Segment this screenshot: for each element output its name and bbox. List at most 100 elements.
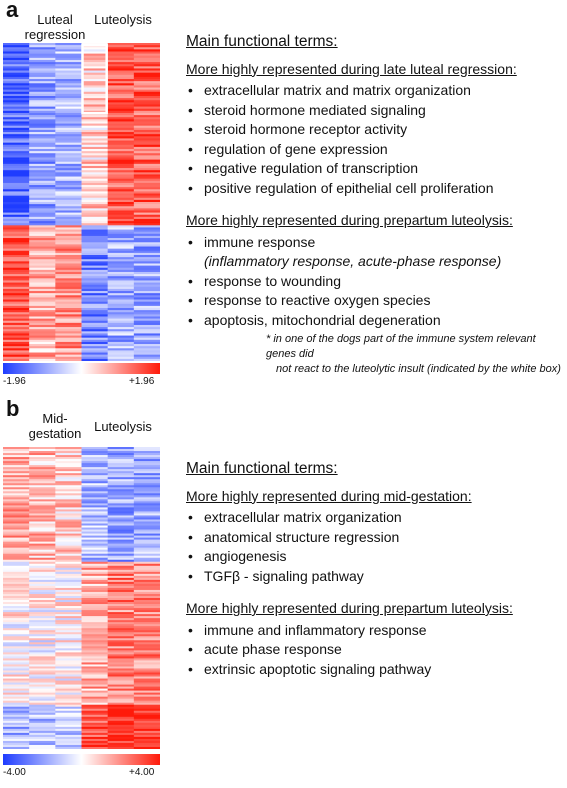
heatmap-cell	[107, 595, 135, 599]
heatmap-cell	[81, 115, 108, 118]
heatmap-cell	[55, 622, 82, 625]
heatmap-cell	[3, 740, 30, 744]
heatmap-cell	[29, 350, 56, 353]
heatmap-cell	[55, 563, 82, 567]
heatmap-cell	[107, 335, 135, 338]
heatmap-cell	[133, 491, 160, 494]
heatmap-cell	[55, 161, 82, 165]
heatmap-cell	[81, 250, 108, 254]
heatmap-cell	[81, 573, 108, 577]
heatmap-cell	[3, 489, 30, 492]
heatmap-cell	[81, 182, 108, 186]
heatmap-cell	[55, 545, 82, 548]
heatmap-cell	[55, 195, 82, 199]
heatmap-cell	[133, 447, 160, 450]
heatmap-cell	[3, 70, 30, 73]
heatmap-cell	[107, 295, 135, 298]
heatmap-cell	[29, 308, 56, 311]
heatmap-cell	[107, 539, 135, 542]
heatmap-cell	[81, 291, 108, 294]
heatmap-cell	[133, 555, 160, 559]
heatmap-cell	[81, 718, 108, 722]
heatmap-cell	[133, 115, 160, 118]
heatmap-cell	[133, 252, 160, 256]
heatmap-cell	[3, 744, 30, 748]
heatmap-cell	[81, 732, 108, 736]
heatmap-cell	[107, 159, 135, 163]
heatmap-cell	[107, 614, 135, 617]
heatmap-cell	[55, 519, 82, 522]
heatmap-cell	[81, 624, 108, 627]
heatmap-cell	[133, 297, 160, 300]
heatmap-cell	[133, 112, 160, 116]
heatmap-cell	[81, 274, 108, 277]
heatmap-cell	[81, 64, 108, 67]
heatmap-cell	[133, 732, 160, 736]
heatmap-cell	[81, 545, 108, 548]
heatmap-cell	[133, 157, 160, 160]
heatmap-cell	[29, 535, 56, 538]
heatmap-cell	[3, 616, 30, 619]
heatmap-cell	[107, 100, 135, 103]
heatmap-cell	[81, 132, 108, 135]
heatmap-cell	[55, 108, 82, 112]
heatmap-cell	[133, 286, 160, 290]
heatmap-cell	[29, 87, 56, 90]
heatmap-cell	[3, 265, 30, 269]
heatmap-cell	[29, 55, 56, 59]
heatmap-cell	[133, 278, 160, 281]
heatmap-cell	[29, 507, 56, 510]
heatmap-cell	[133, 742, 160, 746]
heatmap-cell	[3, 257, 30, 260]
heatmap-cell	[133, 280, 160, 283]
heatmap-cell	[107, 354, 135, 358]
term-item: TGFβ - signaling pathway	[186, 567, 561, 587]
heatmap-cell	[81, 485, 108, 488]
heatmap-cell	[55, 736, 82, 740]
heatmap-cell	[107, 620, 135, 623]
heatmap-cell	[29, 231, 56, 235]
heatmap-cell	[107, 64, 135, 67]
heatmap-cell	[55, 447, 82, 450]
heatmap-cell	[133, 680, 160, 683]
heatmap-cell	[133, 628, 160, 631]
heatmap-cell	[55, 180, 82, 184]
heatmap-cell	[107, 327, 135, 330]
heatmap-cell	[29, 481, 56, 484]
heatmap-cell	[55, 157, 82, 160]
heatmap-cell	[3, 312, 30, 315]
heatmap-cell	[3, 146, 30, 150]
heatmap-cell	[107, 238, 135, 241]
heatmap-cell	[55, 208, 82, 211]
heatmap-cell	[107, 618, 135, 621]
heatmap-cell	[55, 242, 82, 245]
heatmap-cell	[133, 704, 160, 708]
heatmap-cell	[29, 165, 56, 169]
heatmap-cell	[107, 509, 135, 512]
heatmap-cell	[81, 242, 108, 245]
heatmap-cell	[29, 252, 56, 256]
heatmap-cell	[107, 591, 135, 595]
heatmap-cell	[133, 284, 160, 288]
heatmap-cell	[29, 189, 56, 192]
heatmap-cell	[81, 72, 108, 76]
heatmap-cell	[133, 265, 160, 269]
heatmap-cell	[107, 174, 135, 177]
heatmap-cell	[3, 604, 30, 607]
heatmap-cell	[107, 248, 135, 252]
heatmap-cell	[107, 62, 135, 65]
heatmap-cell	[133, 85, 160, 88]
heatmap-cell	[29, 265, 56, 269]
heatmap-cell	[107, 712, 135, 716]
heatmap-cell	[55, 660, 82, 663]
heatmap-cell	[81, 519, 108, 522]
heatmap-cell	[107, 123, 135, 126]
heatmap-cell	[81, 100, 108, 103]
heatmap-cell	[55, 117, 82, 120]
heatmap-cell	[133, 208, 160, 211]
heatmap-cell	[107, 461, 135, 464]
heatmap-cell	[29, 708, 56, 712]
heatmap-cell	[81, 106, 108, 110]
heatmap-cell	[81, 634, 108, 637]
heatmap-cell	[107, 525, 135, 528]
